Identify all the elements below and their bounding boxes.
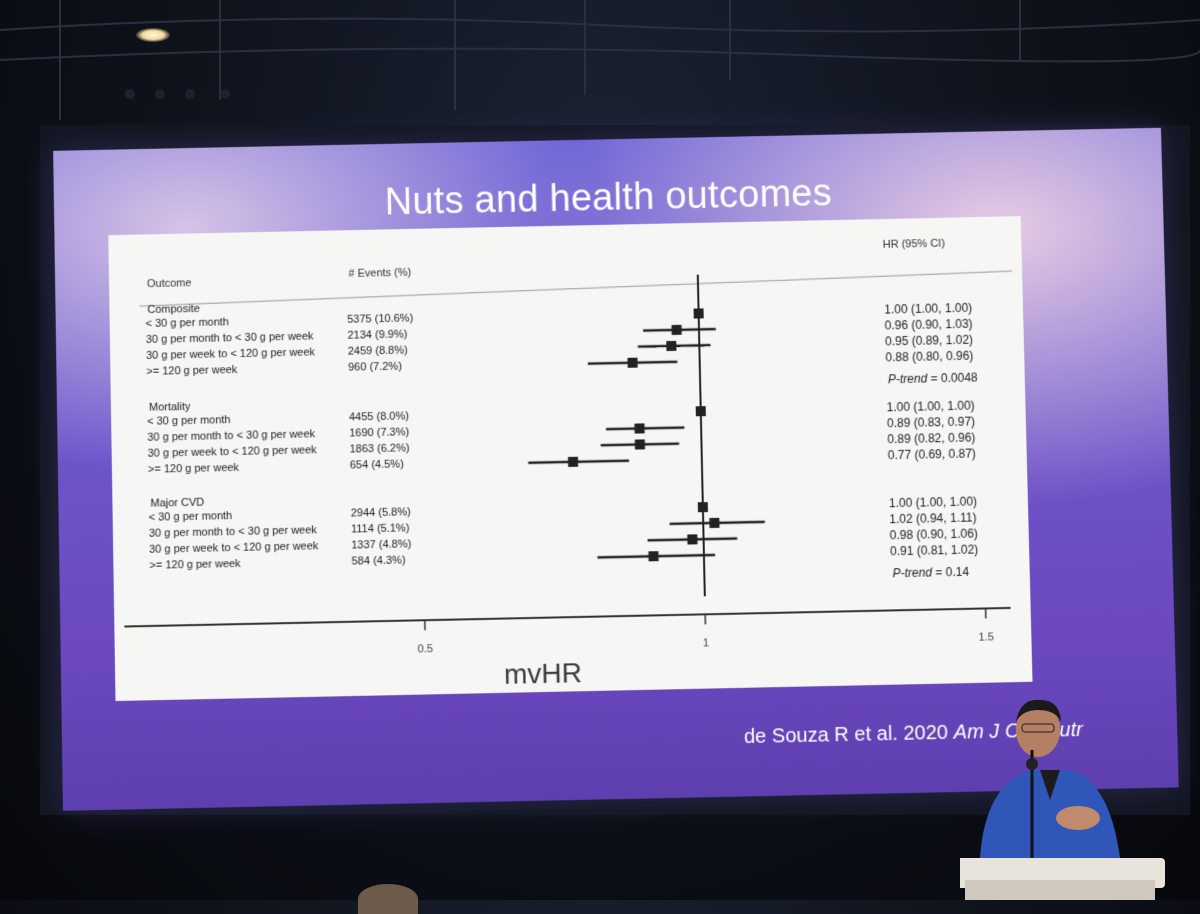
hr-ci-cell: 0.89 (0.83, 0.97) [887, 414, 975, 430]
header-rule [139, 271, 1012, 306]
citation-authors: de Souza R et al. 2020 [744, 722, 949, 748]
events-cell: 1337 (4.8%) [351, 538, 411, 551]
speaker-hands [1056, 806, 1100, 830]
p-trend: P-trend = 0.14 [892, 565, 969, 581]
row-label: >= 120 g per week [148, 462, 239, 476]
group-label: Major CVD [150, 497, 204, 510]
hr-ci-cell: 1.00 (1.00, 1.00) [884, 301, 972, 317]
hr-header: HR (95% CI) [883, 238, 945, 251]
events-cell: 5375 (10.6%) [347, 312, 413, 325]
events-cell: 2134 (9.9%) [347, 329, 407, 342]
hr-ci-cell: 0.98 (0.90, 1.06) [890, 526, 978, 542]
hr-point [698, 502, 708, 512]
row-label: < 30 g per month [149, 510, 233, 524]
microphone-icon [1026, 758, 1038, 770]
hr-ci-cell: 1.00 (1.00, 1.00) [886, 398, 974, 414]
hr-ci-cell: 1.02 (0.94, 1.11) [889, 510, 977, 526]
ci-whisker [606, 428, 684, 430]
hr-point [709, 518, 719, 528]
hr-ci-cell: 0.96 (0.90, 1.03) [884, 317, 972, 333]
outcome-header: Outcome [147, 277, 192, 290]
x-tick-label: 0.5 [418, 643, 434, 655]
hr-point [634, 423, 644, 433]
ci-whisker [528, 461, 629, 463]
p-trend-label: P-trend [892, 565, 932, 580]
forest-plot-panel: 0.5 1 1.5 Outcome # Events (%) HR (95% CI)… [108, 216, 1032, 701]
x-axis [124, 608, 1010, 627]
hr-point [627, 358, 637, 368]
events-header: # Events (%) [348, 267, 411, 280]
p-trend-value: = 0.0048 [930, 370, 977, 385]
hr-point [666, 341, 676, 351]
hr-ci-cell: 1.00 (1.00, 1.00) [889, 494, 977, 510]
reference-line [698, 275, 705, 597]
events-cell: 584 (4.3%) [352, 554, 406, 567]
hr-point [568, 457, 578, 467]
x-tick-label: 1.5 [979, 631, 995, 643]
group-label: Mortality [149, 401, 191, 414]
hr-point [694, 308, 704, 318]
p-trend: P-trend = 0.0048 [888, 370, 978, 386]
row-label: >= 120 g per week [146, 364, 237, 378]
hr-ci-cell: 0.77 (0.69, 0.87) [888, 446, 976, 462]
hr-ci-cell: 0.89 (0.82, 0.96) [887, 430, 975, 446]
events-cell: 960 (7.2%) [348, 361, 402, 374]
hr-point [635, 439, 645, 449]
row-label: >= 120 g per week [149, 558, 240, 572]
hr-ci-cell: 0.91 (0.81, 1.02) [890, 542, 978, 558]
group-label: Composite [147, 303, 200, 316]
events-cell: 2944 (5.8%) [351, 506, 411, 519]
row-label: < 30 g per month [147, 414, 231, 428]
p-trend-value: = 0.14 [935, 565, 969, 580]
audience-head [358, 884, 418, 914]
hr-ci-cell: 0.95 (0.89, 1.02) [885, 333, 973, 349]
hr-ci-cell: 0.88 (0.80, 0.96) [885, 349, 973, 365]
x-axis-title: mvHR [504, 657, 583, 691]
events-cell: 654 (4.5%) [350, 458, 404, 471]
hr-point [687, 534, 697, 544]
hr-point [672, 325, 682, 335]
events-cell: 4455 (8.0%) [349, 410, 409, 423]
p-trend-label: P-trend [888, 372, 928, 387]
events-cell: 1114 (5.1%) [351, 522, 410, 535]
row-label: < 30 g per month [146, 316, 230, 330]
hr-point [696, 406, 706, 416]
x-tick-label: 1 [703, 637, 709, 649]
events-cell: 2459 (8.8%) [348, 344, 408, 357]
events-cell: 1863 (6.2%) [350, 442, 410, 455]
presenter [960, 690, 1190, 900]
events-cell: 1690 (7.3%) [349, 426, 409, 439]
hr-point [648, 551, 658, 561]
